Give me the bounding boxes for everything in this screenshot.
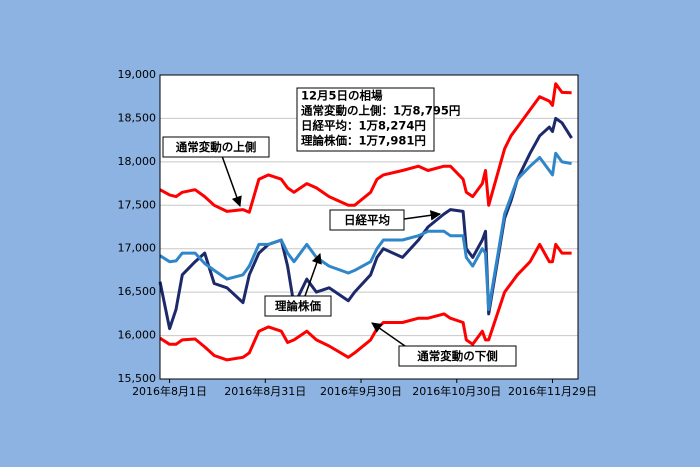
callout-arrow	[403, 210, 442, 221]
callout-label: 理論株価	[275, 299, 321, 313]
callout-box	[398, 345, 517, 367]
callout-arrow	[371, 322, 406, 347]
callout-box	[329, 209, 405, 231]
y-tick-label: 15,500	[118, 372, 157, 385]
y-tick-label: 17,500	[118, 198, 157, 211]
callout-arrow	[304, 253, 322, 297]
series-line	[159, 82, 572, 214]
callout-arrow	[221, 155, 242, 207]
plot-border	[159, 74, 579, 380]
callout-box	[264, 295, 332, 317]
x-tick-label: 2016年10月30日	[412, 384, 501, 398]
info-text: 通常変動の上側：1万8,795円	[301, 104, 460, 118]
callout-label: 通常変動の上側	[176, 140, 257, 154]
x-tick-label: 2016年9月30日	[320, 384, 402, 398]
y-tick-label: 18,000	[118, 155, 157, 168]
info-text: 理論株価：1万7,981円	[301, 134, 426, 148]
x-tick-label: 2016年8月31日	[224, 384, 306, 398]
y-tick-label: 19,000	[118, 68, 157, 81]
y-tick-label: 16,500	[118, 285, 157, 298]
series-line	[159, 151, 572, 311]
y-tick-label: 16,000	[118, 329, 157, 342]
info-box	[296, 87, 435, 152]
info-text: 12月5日の相場	[301, 89, 383, 103]
y-tick-label: 18,500	[118, 111, 157, 124]
info-text: 日経平均：1万8,274円	[301, 119, 426, 133]
callout-box	[162, 136, 270, 158]
x-tick-label: 2016年11月29日	[508, 384, 597, 398]
callout-label: 通常変動の下側	[417, 349, 498, 363]
x-tick-label: 2016年8月1日	[132, 384, 207, 398]
y-tick-label: 17,000	[118, 242, 157, 255]
callout-label: 日経平均	[344, 213, 390, 227]
